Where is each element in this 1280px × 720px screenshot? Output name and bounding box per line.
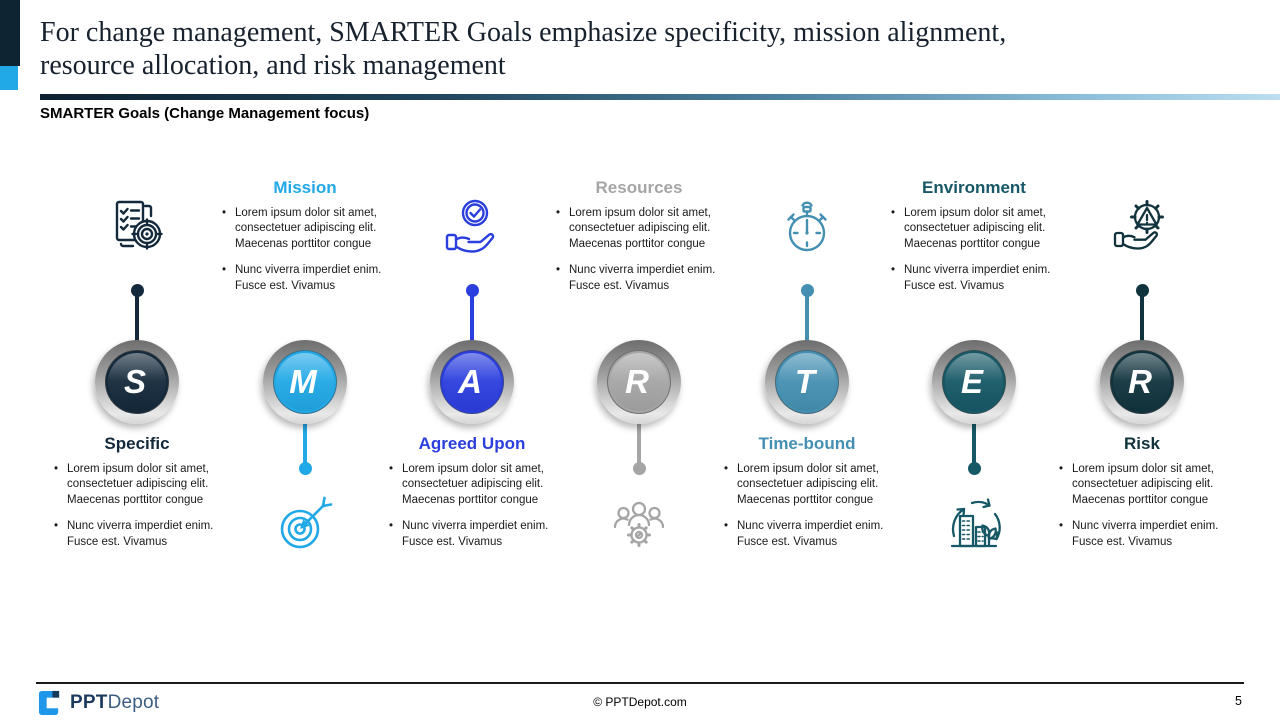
bullet-list: Lorem ipsum dolor sit amet, consectetuer…: [1058, 462, 1230, 561]
connector-dot: [130, 284, 144, 297]
slide-subtitle: SMARTER Goals (Change Management focus): [40, 105, 370, 122]
connector-line: [805, 294, 809, 348]
column-heading: Risk: [1124, 434, 1160, 453]
eco-city-icon: [889, 492, 1059, 564]
letter-badge-e: E: [932, 340, 1016, 424]
bullet-item: Lorem ipsum dolor sit amet, consectetuer…: [723, 462, 895, 508]
bullet-item: Nunc viverra imperdiet enim. Fusce est. …: [1058, 519, 1230, 550]
connector-line: [303, 418, 307, 466]
bullet-item: Lorem ipsum dolor sit amet, consectetuer…: [221, 206, 393, 252]
connector-line: [470, 294, 474, 348]
bullet-list: Lorem ipsum dolor sit amet, consectetuer…: [890, 206, 1062, 305]
letter-badge-r2: R: [1100, 340, 1184, 424]
column-heading: Time-bound: [758, 434, 856, 453]
slide-title-line1: For change management, SMARTER Goals emp…: [40, 17, 1007, 48]
bullet-item: Nunc viverra imperdiet enim. Fusce est. …: [555, 263, 727, 294]
letter-badge-s: S: [95, 340, 179, 424]
hand-checkmark-icon: [387, 196, 557, 268]
badge-letter: M: [289, 363, 317, 400]
badge-letter: S: [123, 363, 146, 400]
badge-letter: R: [625, 363, 649, 400]
footer-divider: [36, 682, 1244, 684]
bullet-item: Lorem ipsum dolor sit amet, consectetuer…: [555, 206, 727, 252]
connector-dot: [800, 284, 814, 297]
column-heading: Agreed Upon: [418, 434, 526, 453]
risk-gear-hand-icon: [1057, 196, 1227, 268]
bullet-item: Lorem ipsum dolor sit amet, consectetuer…: [1058, 462, 1230, 508]
pptdepot-logo: PPTDepot: [38, 689, 159, 716]
bullet-item: Nunc viverra imperdiet enim. Fusce est. …: [221, 263, 393, 294]
smarter-column-time-bound: T Time-bound Lorem ipsum dolor sit amet,…: [722, 170, 892, 602]
connector-line: [637, 418, 641, 466]
connector-dot: [632, 462, 646, 475]
bullet-list: Lorem ipsum dolor sit amet, consectetuer…: [53, 462, 225, 561]
bullet-item: Nunc viverra imperdiet enim. Fusce est. …: [890, 263, 1062, 294]
column-heading: Specific: [104, 434, 170, 453]
smarter-column-mission: Mission Lorem ipsum dolor sit amet, cons…: [220, 170, 390, 602]
checklist-target-icon: [52, 196, 222, 268]
bullet-item: Lorem ipsum dolor sit amet, consectetuer…: [890, 206, 1062, 252]
bullet-list: Lorem ipsum dolor sit amet, consectetuer…: [221, 206, 393, 305]
target-arrow-icon: [220, 492, 390, 564]
connector-line: [1140, 294, 1144, 348]
smarter-column-resources: Resources Lorem ipsum dolor sit amet, co…: [554, 170, 724, 602]
bullet-item: Nunc viverra imperdiet enim. Fusce est. …: [53, 519, 225, 550]
page-number: 5: [1235, 694, 1242, 708]
bullet-list: Lorem ipsum dolor sit amet, consectetuer…: [555, 206, 727, 305]
bullet-item: Nunc viverra imperdiet enim. Fusce est. …: [388, 519, 560, 550]
column-heading: Resources: [595, 178, 683, 197]
smarter-column-risk: R Risk Lorem ipsum dolor sit amet, conse…: [1057, 170, 1227, 602]
title-divider-rule: [40, 94, 1280, 100]
bullet-item: Lorem ipsum dolor sit amet, consectetuer…: [388, 462, 560, 508]
badge-letter: T: [794, 363, 816, 400]
connector-dot: [298, 462, 312, 475]
bullet-list: Lorem ipsum dolor sit amet, consectetuer…: [388, 462, 560, 561]
badge-letter: R: [1128, 363, 1152, 400]
slide-title: For change management, SMARTER Goals emp…: [40, 16, 1260, 82]
corner-accent-blue: [0, 66, 18, 90]
corner-accent-dark: [0, 0, 20, 66]
letter-badge-r: R: [597, 340, 681, 424]
bullet-item: Lorem ipsum dolor sit amet, consectetuer…: [53, 462, 225, 508]
letter-badge-m: M: [263, 340, 347, 424]
smarter-column-environment: Environment Lorem ipsum dolor sit amet, …: [889, 170, 1059, 602]
badge-letter: E: [960, 363, 983, 400]
bullet-item: Nunc viverra imperdiet enim. Fusce est. …: [723, 519, 895, 550]
connector-dot: [465, 284, 479, 297]
pptdepot-logo-text: PPTDepot: [70, 691, 160, 713]
bullet-list: Lorem ipsum dolor sit amet, consectetuer…: [723, 462, 895, 561]
team-gear-icon: [554, 492, 724, 564]
slide-title-line2: resource allocation, and risk management: [40, 50, 506, 82]
letter-badge-a: A: [430, 340, 514, 424]
letter-badge-t: T: [765, 340, 849, 424]
connector-line: [135, 294, 139, 348]
copyright-text: © PPTDepot.com: [593, 695, 687, 709]
connector-dot: [1135, 284, 1149, 297]
badge-letter: A: [458, 363, 482, 400]
stopwatch-icon: [722, 196, 892, 268]
connector-line: [972, 418, 976, 466]
connector-dot: [967, 462, 981, 475]
column-heading: Environment: [922, 178, 1026, 197]
column-heading: Mission: [273, 178, 337, 197]
pptdepot-logo-icon: [38, 690, 60, 715]
smarter-column-agreed-upon: A Agreed Upon Lorem ipsum dolor sit amet…: [387, 170, 557, 602]
smarter-column-specific: S Specific Lorem ipsum dolor sit amet, c…: [52, 170, 222, 602]
